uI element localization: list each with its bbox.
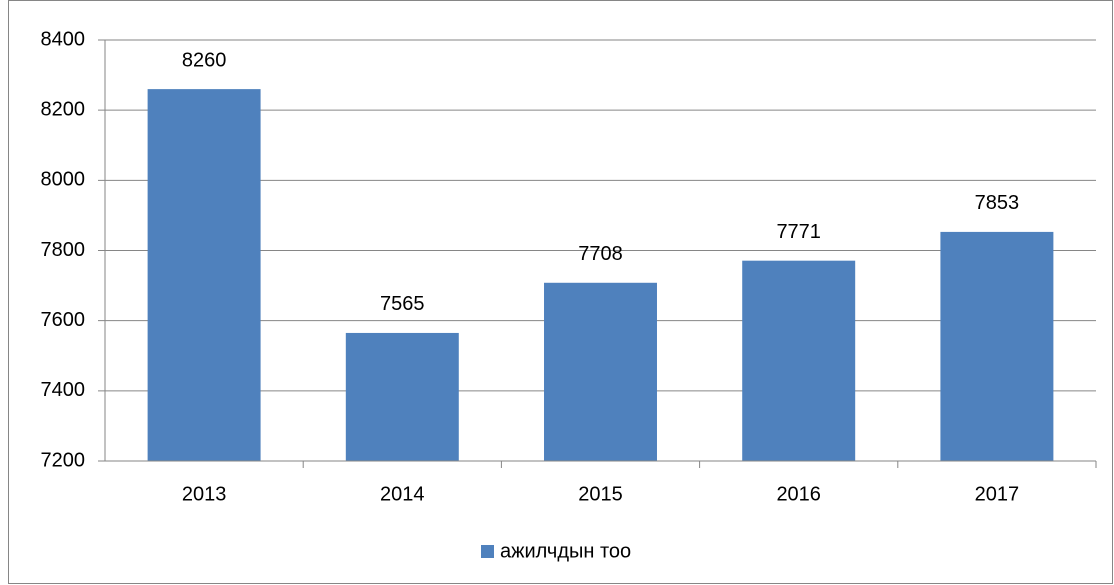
y-tick-label: 7600: [41, 309, 86, 331]
data-label: 8260: [182, 49, 227, 71]
data-label: 7565: [380, 293, 425, 315]
x-tick-label: 2013: [182, 483, 227, 505]
y-tick-label: 7400: [41, 379, 86, 401]
legend-swatch: [481, 545, 494, 558]
y-tick-label: 8200: [41, 98, 86, 120]
y-tick-label: 7200: [41, 449, 86, 471]
data-label: 7853: [975, 192, 1020, 214]
y-tick-label: 8400: [41, 28, 86, 50]
y-tick-label: 7800: [41, 239, 86, 261]
bar: [742, 260, 856, 461]
legend-label: ажилчдын тоо: [500, 540, 631, 562]
bar: [345, 332, 459, 461]
bar: [147, 89, 261, 461]
bar: [940, 231, 1054, 461]
bar: [544, 282, 657, 461]
x-tick-label: 2014: [380, 483, 425, 505]
data-label: 7771: [776, 221, 821, 243]
y-tick-label: 8000: [41, 169, 86, 191]
x-tick-label: 2016: [776, 483, 821, 505]
x-tick-label: 2015: [578, 483, 623, 505]
x-tick-label: 2017: [975, 483, 1020, 505]
data-label: 7708: [578, 243, 623, 265]
